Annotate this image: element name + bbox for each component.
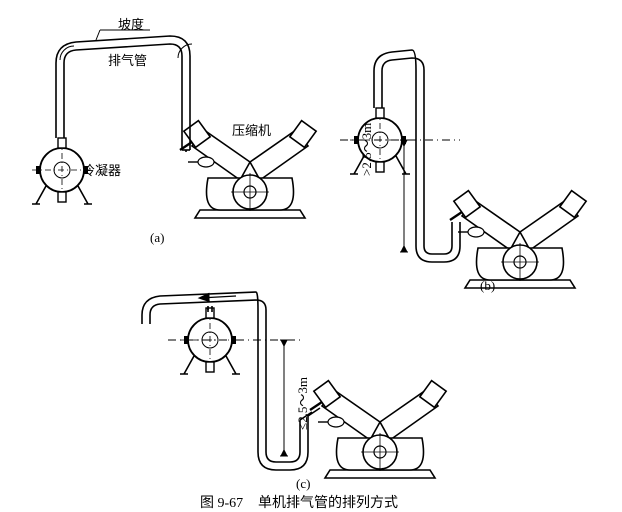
label-slope: 坡度 [118,14,144,33]
label-range-b: >2.5～3m [356,123,375,176]
label-a: (a) [150,230,164,246]
figure-number: 图 9-67 [200,492,243,512]
panel-b [340,50,586,288]
label-range-c: ≤2.5～3m [292,377,311,430]
label-compressor: 压缩机 [232,120,271,139]
label-discharge-pipe: 排气管 [108,50,147,69]
label-b: (b) [480,278,495,294]
label-condenser: 冷凝器 [82,160,121,179]
diagram-stage [0,0,622,509]
figure-caption: 单机排气管的排列方式 [258,492,398,512]
panel-a [32,30,316,218]
label-c: (c) [296,476,310,492]
